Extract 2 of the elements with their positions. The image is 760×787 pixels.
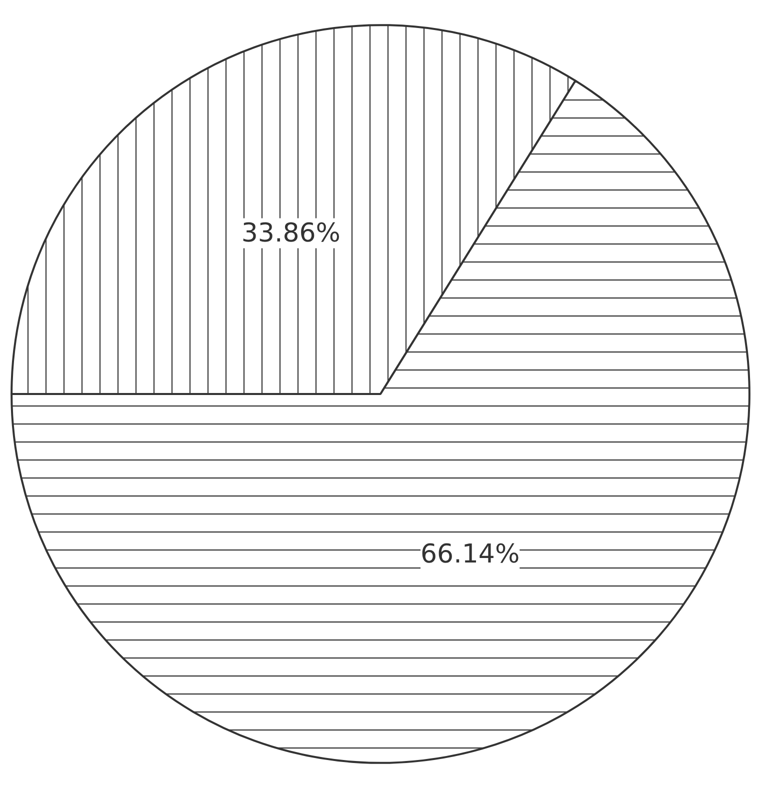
data-label: 66.14% [420, 540, 520, 570]
data-label: 33.86% [241, 218, 340, 248]
